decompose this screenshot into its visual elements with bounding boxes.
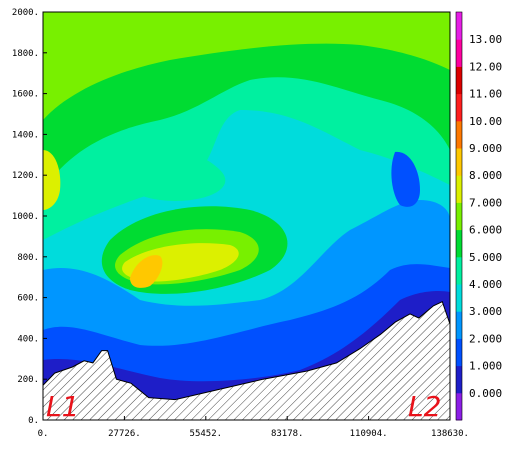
y-tick-label: 600. [17,294,39,304]
y-tick-label: 400. [17,334,39,344]
colorbar-label: 13.00 [469,33,502,46]
y-axis: 0. 200. 400. 600. 800. 1000. 1200. 1400. 1600. 18… [12,8,47,426]
colorbar-label: 4.000 [469,278,502,291]
colorbar-swatch [456,311,462,339]
colorbar-swatch [456,202,462,231]
colorbar-swatch [456,93,462,122]
colorbar-swatch [456,284,462,312]
x-tick-label: 0. [38,429,49,439]
x-tick-label: 138630. [431,429,469,439]
colorbar-label: 2.000 [469,332,502,345]
colorbar-swatch [456,120,462,149]
colorbar-label: 3.000 [469,305,502,318]
y-tick-label: 2000. [12,8,39,18]
colorbar-swatch [456,12,462,40]
colorbar-frame [455,11,463,421]
colorbar-swatch [456,392,462,421]
y-tick-label: 0. [28,416,39,426]
colorbar-label: 10.00 [469,115,502,128]
segment-label-l2: L2 [408,390,441,423]
segment-label-l1: L1 [46,390,79,423]
colorbar-swatch [456,66,462,95]
colorbar-label: 5.000 [469,251,502,264]
colorbar-swatch [456,39,462,67]
left-edge-warm [43,150,61,210]
colorbar-swatch [456,256,462,285]
colorbar-swatch [456,175,462,203]
y-tick-label: 1400. [12,130,39,140]
y-tick-label: 1000. [12,212,39,222]
y-tick-label: 1200. [12,171,39,181]
blue-pocket [391,151,420,207]
x-tick-label: 83178. [271,429,304,439]
colorbar-label: 7.000 [469,196,502,209]
colorbar-label: 9.000 [469,142,502,155]
terrain-mask [42,301,451,421]
colorbar-label: 11.00 [469,88,502,101]
colorbar-swatch [456,229,462,258]
colorbar-swatch [456,365,462,394]
colorbar-label: 6.000 [469,224,502,237]
x-tick-label: 55452. [190,429,223,439]
x-axis: 0. 27726. 55452. 83178. 110904. 138630. [38,416,469,439]
y-tick-label: 1800. [12,49,39,59]
x-tick-label: 27726. [108,429,141,439]
band-level-3b [117,149,226,201]
y-tick-label: 1600. [12,90,39,100]
y-tick-label: 800. [17,253,39,263]
colorbar-label: 0.000 [469,387,502,400]
colorbar-swatch [456,338,462,367]
colorbar: 0.000 1.000 2.000 3.000 4.000 5.000 6.000 7.000… [455,11,502,421]
colorbar-label: 8.000 [469,169,502,182]
colorbar-label: 12.00 [469,60,502,73]
core-max [130,255,163,288]
y-tick-label: 200. [17,375,39,385]
colorbar-swatch [456,148,462,176]
x-tick-label: 110904. [350,429,388,439]
colorbar-label: 1.000 [469,360,502,373]
